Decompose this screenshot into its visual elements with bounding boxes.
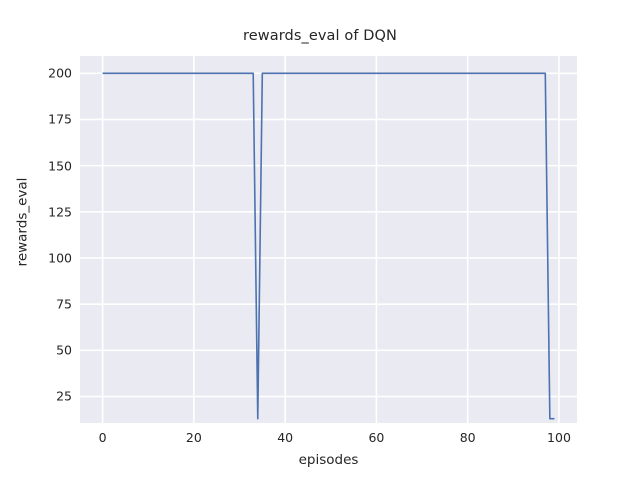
x-tick-label: 80 — [459, 430, 476, 445]
y-tick-label: 75 — [56, 296, 72, 312]
x-axis-label: episodes — [298, 452, 359, 468]
y-tick-label: 50 — [56, 342, 72, 358]
x-tick-label: 60 — [368, 430, 385, 445]
plot-area — [80, 56, 577, 423]
x-axis-tick-labels: 0 20 40 60 80 100 — [80, 430, 577, 448]
x-tick-label: 100 — [547, 430, 571, 445]
x-tick-label: 40 — [277, 430, 294, 445]
y-tick-label: 200 — [48, 65, 72, 81]
y-tick-label: 175 — [48, 111, 72, 127]
x-tick-label: 0 — [98, 430, 107, 445]
chart-title: rewards_eval of DQN — [243, 28, 397, 44]
y-axis-label: rewards_eval — [14, 177, 31, 267]
x-tick-label: 20 — [185, 430, 202, 445]
y-axis-label-container: rewards_eval — [12, 39, 31, 406]
y-axis-tick-labels: 25 50 75 100 125 150 175 200 — [8, 56, 72, 423]
y-tick-label: 150 — [48, 158, 72, 174]
data-series-line — [102, 72, 555, 420]
y-tick-label: 100 — [48, 250, 72, 266]
y-tick-label: 25 — [56, 388, 72, 404]
y-tick-label: 125 — [48, 204, 72, 220]
series-path — [102, 72, 555, 420]
